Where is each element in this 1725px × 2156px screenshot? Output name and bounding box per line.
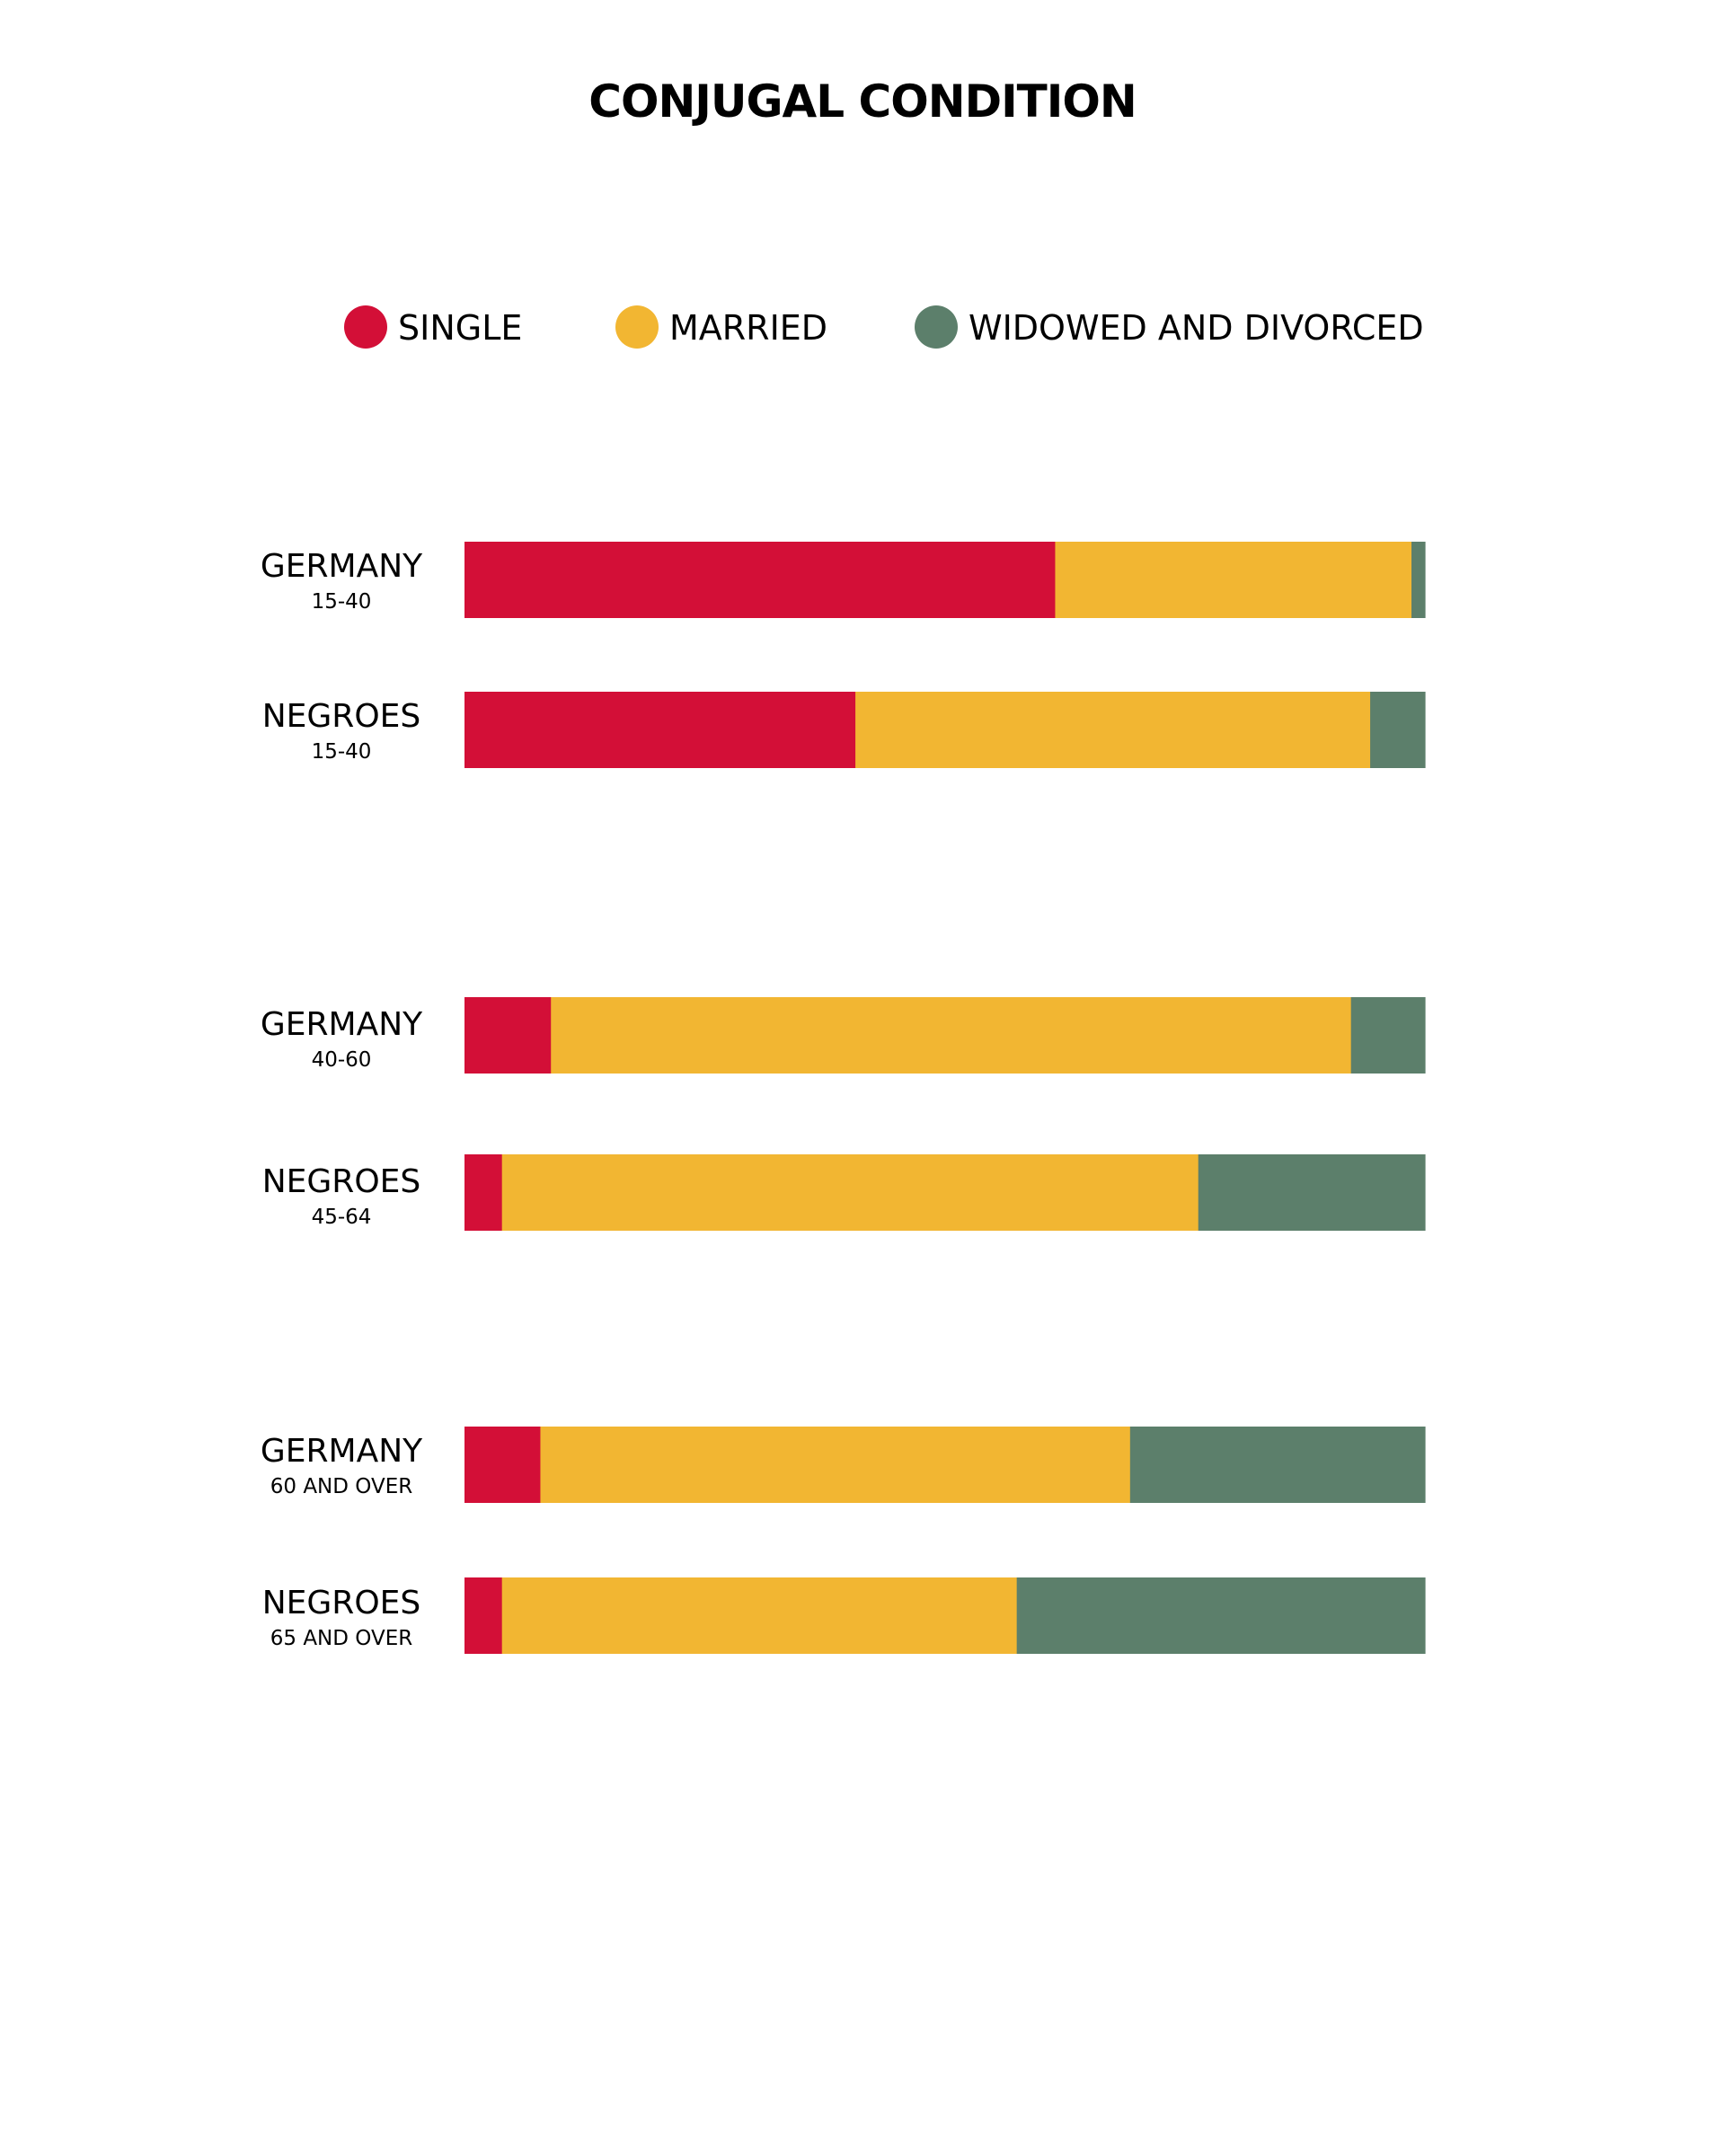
legend-swatch-married bbox=[615, 305, 659, 349]
bar-segment-germany-40-60-married bbox=[551, 997, 1352, 1074]
range-label-germany-40-60: 40-60 bbox=[312, 1048, 372, 1072]
bar-segment-negroes-65-and-over-married bbox=[501, 1577, 1018, 1654]
legend-swatch-single bbox=[344, 305, 387, 349]
category-label-germany-60-and-over: GERMANY bbox=[261, 1433, 423, 1470]
bar-segment-negroes-15-40-single bbox=[464, 692, 856, 768]
legend-label-married: MARRIED bbox=[669, 308, 827, 348]
category-label-negroes-15-40: NEGROES bbox=[262, 698, 421, 735]
bar-segment-germany-60-and-over-married bbox=[540, 1427, 1131, 1503]
range-label-negroes-15-40: 15-40 bbox=[312, 740, 372, 764]
bar-segment-germany-15-40-married bbox=[1055, 542, 1412, 618]
bar-segment-negroes-15-40-married bbox=[855, 692, 1371, 768]
legend-label-single: SINGLE bbox=[398, 308, 522, 348]
bar-segment-germany-15-40-single bbox=[464, 542, 1057, 618]
bar-segment-negroes-15-40-widowed-and-divorced bbox=[1370, 692, 1426, 768]
category-label-negroes-45-64: NEGROES bbox=[262, 1163, 421, 1200]
range-label-germany-15-40: 15-40 bbox=[312, 590, 372, 614]
chart-title: CONJUGAL CONDITION bbox=[588, 75, 1136, 128]
category-label-germany-15-40: GERMANY bbox=[261, 548, 423, 585]
range-label-negroes-65-and-over: 65 AND OVER bbox=[270, 1627, 413, 1650]
category-label-germany-40-60: GERMANY bbox=[261, 1006, 423, 1043]
bar-segment-germany-60-and-over-widowed-and-divorced bbox=[1129, 1427, 1426, 1503]
bar-segment-germany-15-40-widowed-and-divorced bbox=[1411, 542, 1426, 618]
range-label-negroes-45-64: 45-64 bbox=[312, 1206, 372, 1229]
legend-label-widowed-divorced: WIDOWED AND DIVORCED bbox=[969, 308, 1424, 348]
legend-swatch-widowed-divorced bbox=[915, 305, 958, 349]
bar-segment-germany-40-60-single bbox=[464, 997, 552, 1074]
range-label-germany-60-and-over: 60 AND OVER bbox=[270, 1475, 413, 1498]
bar-segment-germany-60-and-over-single bbox=[464, 1427, 542, 1503]
bar-segment-negroes-45-64-married bbox=[501, 1154, 1199, 1231]
category-labels: GERMANY 15-40 NEGROES 15-40 GERMANY 40-6… bbox=[261, 548, 423, 1650]
bar-segments bbox=[464, 542, 1426, 1654]
bar-segment-negroes-45-64-widowed-and-divorced bbox=[1198, 1154, 1426, 1231]
bar-segment-negroes-65-and-over-single bbox=[464, 1577, 503, 1654]
legend: SINGLE MARRIED WIDOWED AND DIVORCED bbox=[344, 305, 1424, 349]
bar-segment-germany-40-60-widowed-and-divorced bbox=[1350, 997, 1426, 1074]
bar-segment-negroes-65-and-over-widowed-and-divorced bbox=[1016, 1577, 1426, 1654]
category-label-negroes-65-and-over: NEGROES bbox=[262, 1585, 421, 1621]
bar-segment-negroes-45-64-single bbox=[464, 1154, 503, 1231]
